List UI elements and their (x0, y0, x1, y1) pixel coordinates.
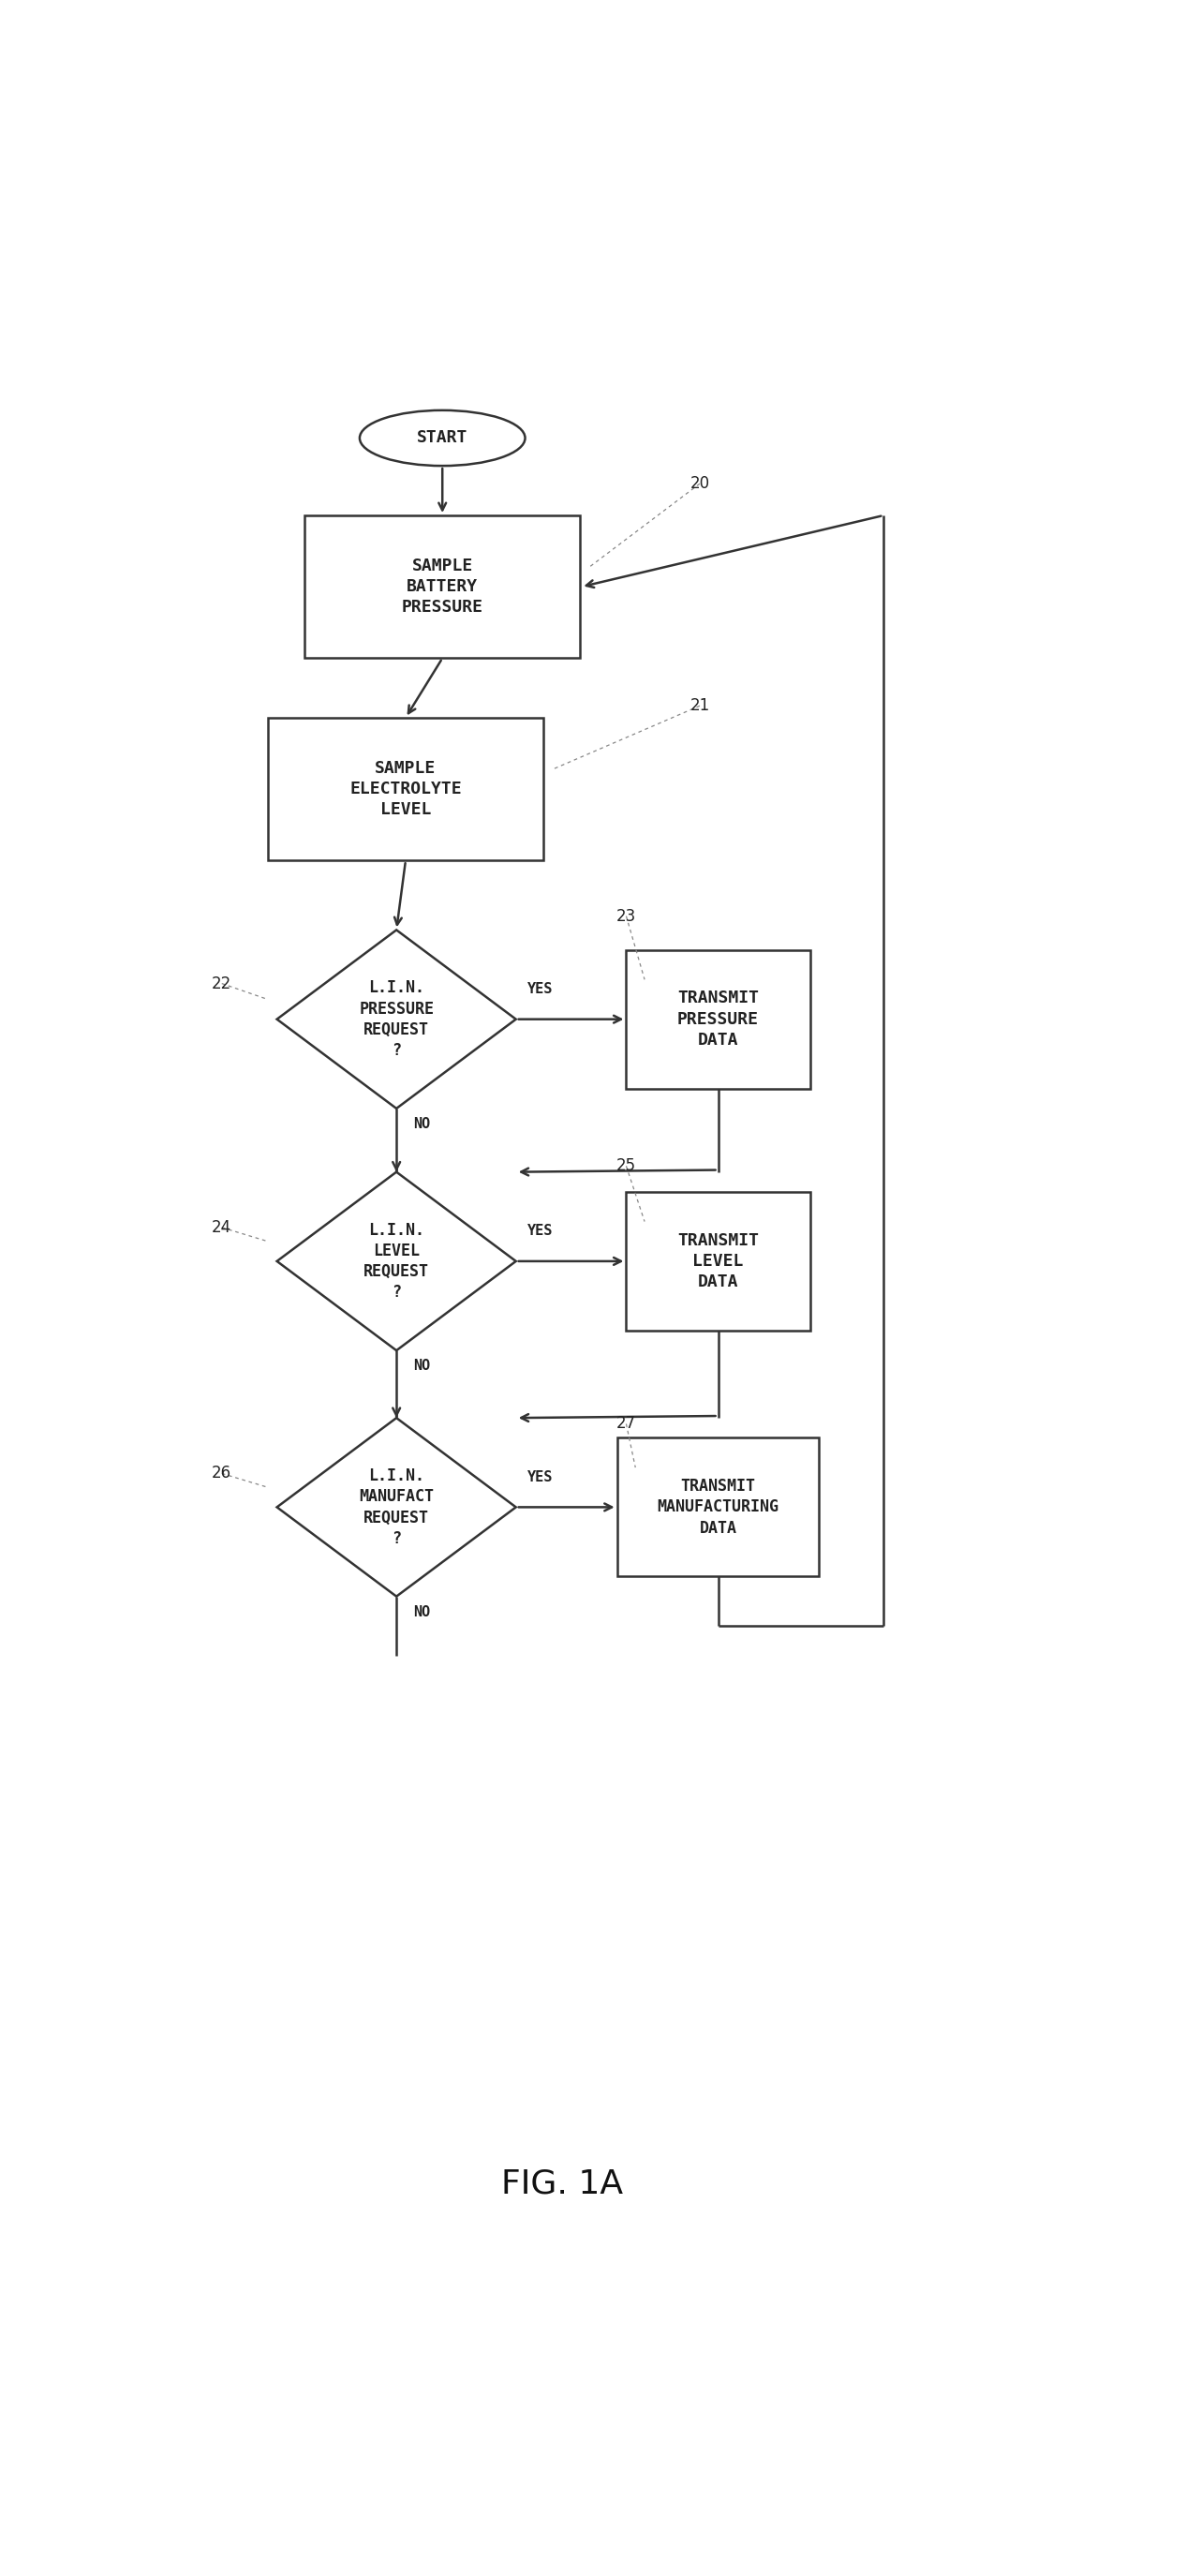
Text: TRANSMIT
LEVEL
DATA: TRANSMIT LEVEL DATA (677, 1231, 759, 1291)
Text: TRANSMIT
MANUFACTURING
DATA: TRANSMIT MANUFACTURING DATA (657, 1479, 779, 1535)
Text: FIG. 1A: FIG. 1A (500, 2166, 623, 2200)
Text: 27: 27 (617, 1414, 636, 1432)
Text: SAMPLE
ELECTROLYTE
LEVEL: SAMPLE ELECTROLYTE LEVEL (350, 760, 461, 819)
Text: YES: YES (527, 981, 553, 997)
Text: NO: NO (413, 1605, 431, 1620)
Text: NO: NO (413, 1118, 431, 1131)
Text: YES: YES (527, 1224, 553, 1239)
Text: 20: 20 (690, 474, 709, 492)
Text: TRANSMIT
PRESSURE
DATA: TRANSMIT PRESSURE DATA (677, 989, 759, 1048)
Text: 21: 21 (690, 698, 709, 714)
Text: 24: 24 (212, 1218, 231, 1236)
Text: SAMPLE
BATTERY
PRESSURE: SAMPLE BATTERY PRESSURE (402, 556, 483, 616)
Text: 23: 23 (617, 907, 636, 925)
Text: 26: 26 (212, 1466, 231, 1481)
Text: L.I.N.
MANUFACT
REQUEST
?: L.I.N. MANUFACT REQUEST ? (359, 1468, 434, 1546)
Text: L.I.N.
PRESSURE
REQUEST
?: L.I.N. PRESSURE REQUEST ? (359, 979, 434, 1059)
Text: YES: YES (527, 1471, 553, 1484)
Text: 22: 22 (212, 976, 231, 992)
Text: L.I.N.
LEVEL
REQUEST
?: L.I.N. LEVEL REQUEST ? (364, 1221, 429, 1301)
Text: 25: 25 (617, 1157, 636, 1175)
Text: START: START (417, 430, 467, 446)
Text: NO: NO (413, 1360, 431, 1373)
